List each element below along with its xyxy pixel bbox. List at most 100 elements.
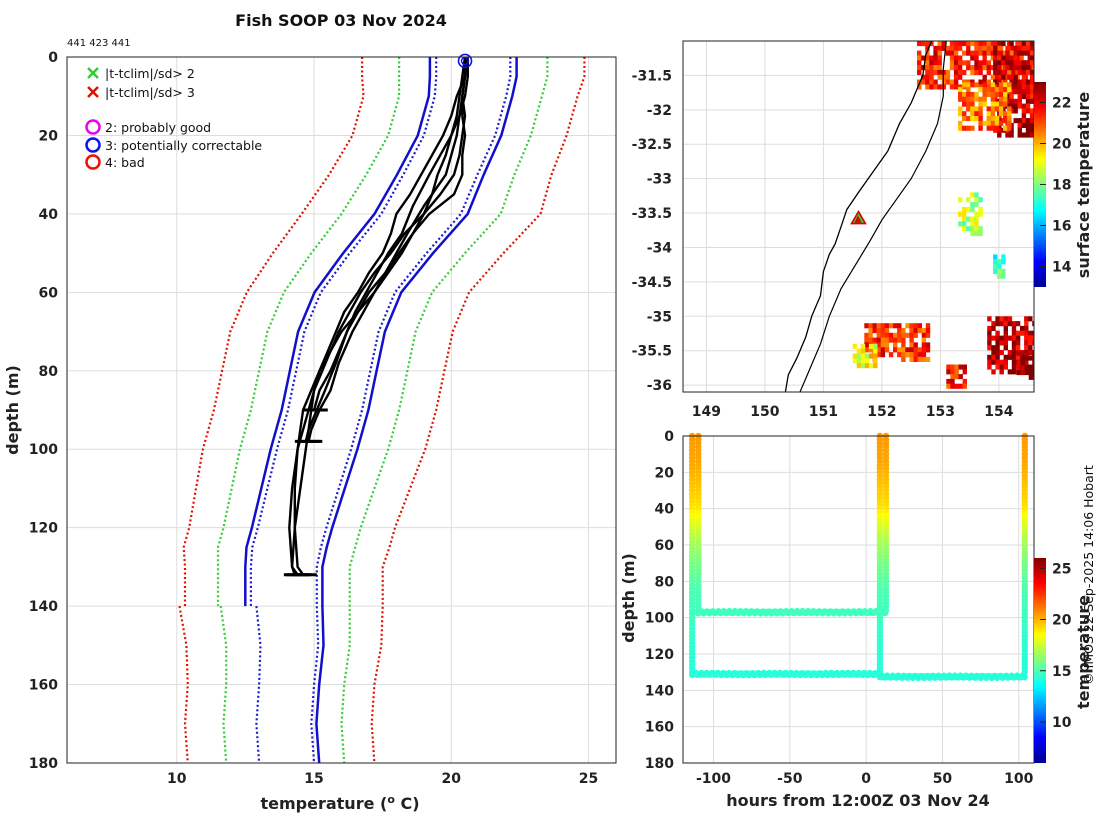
sst-cell bbox=[929, 84, 934, 90]
sst-cell bbox=[1021, 113, 1027, 119]
sst-cell bbox=[990, 55, 996, 61]
sst-cell bbox=[873, 358, 878, 364]
sst-cell bbox=[888, 323, 894, 329]
sst-cell bbox=[966, 116, 971, 122]
sst-cell bbox=[995, 316, 1000, 322]
sst-cell bbox=[994, 116, 1000, 122]
sst-cell bbox=[856, 348, 862, 354]
sst-cell bbox=[999, 350, 1004, 356]
sst-cell bbox=[993, 79, 998, 85]
sst-cell bbox=[909, 356, 914, 362]
sst-cell bbox=[993, 98, 998, 104]
sst-cell bbox=[884, 337, 890, 343]
sst-cell bbox=[937, 74, 942, 80]
sst-cell bbox=[1024, 350, 1029, 356]
sst-cell bbox=[970, 192, 975, 198]
sst-cell bbox=[995, 364, 1000, 370]
sst-cell bbox=[982, 74, 987, 80]
sst-cell bbox=[909, 352, 914, 358]
sst-cell bbox=[991, 335, 996, 341]
sst-cell bbox=[990, 87, 996, 93]
sst-cell bbox=[1005, 55, 1010, 61]
sst-cell bbox=[978, 96, 983, 102]
profile-ytick-label: 40 bbox=[39, 207, 59, 223]
sst-cell bbox=[994, 84, 1000, 90]
sst-cell bbox=[991, 345, 996, 351]
sst-cell bbox=[966, 87, 971, 93]
sst-cell bbox=[950, 383, 955, 389]
sst-cell bbox=[1028, 330, 1033, 336]
sst-cell bbox=[1017, 60, 1022, 66]
shelf-contour bbox=[799, 41, 947, 392]
sst-cell bbox=[893, 337, 898, 343]
sst-cell bbox=[868, 328, 873, 334]
sst-cell bbox=[986, 60, 991, 66]
sst-cell bbox=[982, 45, 987, 51]
sst-cell bbox=[962, 125, 967, 131]
profile-ytick-label: 140 bbox=[29, 599, 58, 615]
sst-cell bbox=[1001, 69, 1006, 75]
sst-cell bbox=[880, 342, 886, 348]
sst-cell bbox=[974, 111, 979, 117]
sst-cell bbox=[953, 84, 959, 90]
sst-cell bbox=[954, 364, 959, 370]
sst-cell bbox=[974, 91, 979, 97]
sst-cell bbox=[998, 101, 1004, 107]
clim-minus-1sd-deep-line bbox=[255, 605, 262, 763]
sst-cell bbox=[993, 41, 998, 47]
sst-cell bbox=[991, 369, 996, 375]
sst-cell bbox=[1028, 340, 1033, 346]
sst-cell bbox=[1003, 321, 1008, 327]
legend-cross-red-label: |t-tclim|/sd> 3 bbox=[105, 85, 195, 100]
sst-cell bbox=[1029, 113, 1034, 119]
sst-cell bbox=[1011, 340, 1017, 346]
sst-cell bbox=[888, 337, 894, 343]
sst-cell bbox=[1007, 125, 1012, 131]
sst-cell bbox=[946, 378, 951, 384]
sst-cell bbox=[953, 55, 959, 61]
map-ytick-label: -32.5 bbox=[632, 137, 672, 153]
sst-cell bbox=[1015, 41, 1020, 47]
sst-cell bbox=[954, 374, 959, 380]
sst-cell bbox=[1009, 98, 1014, 104]
sst-cell bbox=[929, 41, 934, 47]
sst-cell bbox=[925, 65, 930, 71]
sst-cell bbox=[1009, 79, 1014, 85]
sst-cell bbox=[1032, 360, 1034, 366]
sst-cell bbox=[1032, 350, 1034, 356]
sst-cell bbox=[1007, 41, 1012, 47]
sst-cell bbox=[993, 259, 998, 265]
map-ytick-label: -31.5 bbox=[632, 68, 672, 84]
sst-cell bbox=[970, 111, 975, 117]
td-ytick-label: 20 bbox=[655, 465, 675, 481]
sst-cell bbox=[958, 197, 963, 203]
sst-cell bbox=[917, 60, 922, 66]
sst-cell bbox=[997, 264, 1002, 270]
legend-cross-red-icon bbox=[87, 86, 99, 98]
sst-cell bbox=[897, 347, 902, 353]
sst-cell bbox=[962, 116, 967, 122]
sst-cell bbox=[978, 87, 983, 93]
clim-solid-warm-line bbox=[315, 57, 518, 763]
sst-cell bbox=[950, 378, 955, 384]
sst-cell bbox=[966, 45, 971, 51]
sst-cell bbox=[1013, 98, 1018, 104]
sst-cell bbox=[925, 55, 930, 61]
sst-cell bbox=[945, 74, 951, 80]
sst-cell bbox=[868, 332, 873, 338]
sst-cell bbox=[929, 69, 934, 75]
clim-minus-2sd-deep-line bbox=[219, 605, 228, 763]
sst-cell bbox=[909, 337, 914, 343]
profile-xtick-label: 20 bbox=[442, 771, 462, 787]
time-depth-xlabel: hours from 12:00Z 03 Nov 24 bbox=[726, 791, 989, 810]
sst-cell bbox=[1005, 132, 1010, 138]
sst-cell bbox=[974, 45, 979, 51]
sst-cell bbox=[1034, 60, 1038, 65]
sst-cell bbox=[978, 50, 983, 56]
sst-cell bbox=[990, 125, 996, 131]
sst-cell bbox=[991, 354, 996, 360]
sst-cell bbox=[860, 343, 866, 349]
sst-cell bbox=[995, 330, 1000, 336]
sst-cell bbox=[990, 41, 996, 47]
sst-cell bbox=[1017, 132, 1022, 138]
